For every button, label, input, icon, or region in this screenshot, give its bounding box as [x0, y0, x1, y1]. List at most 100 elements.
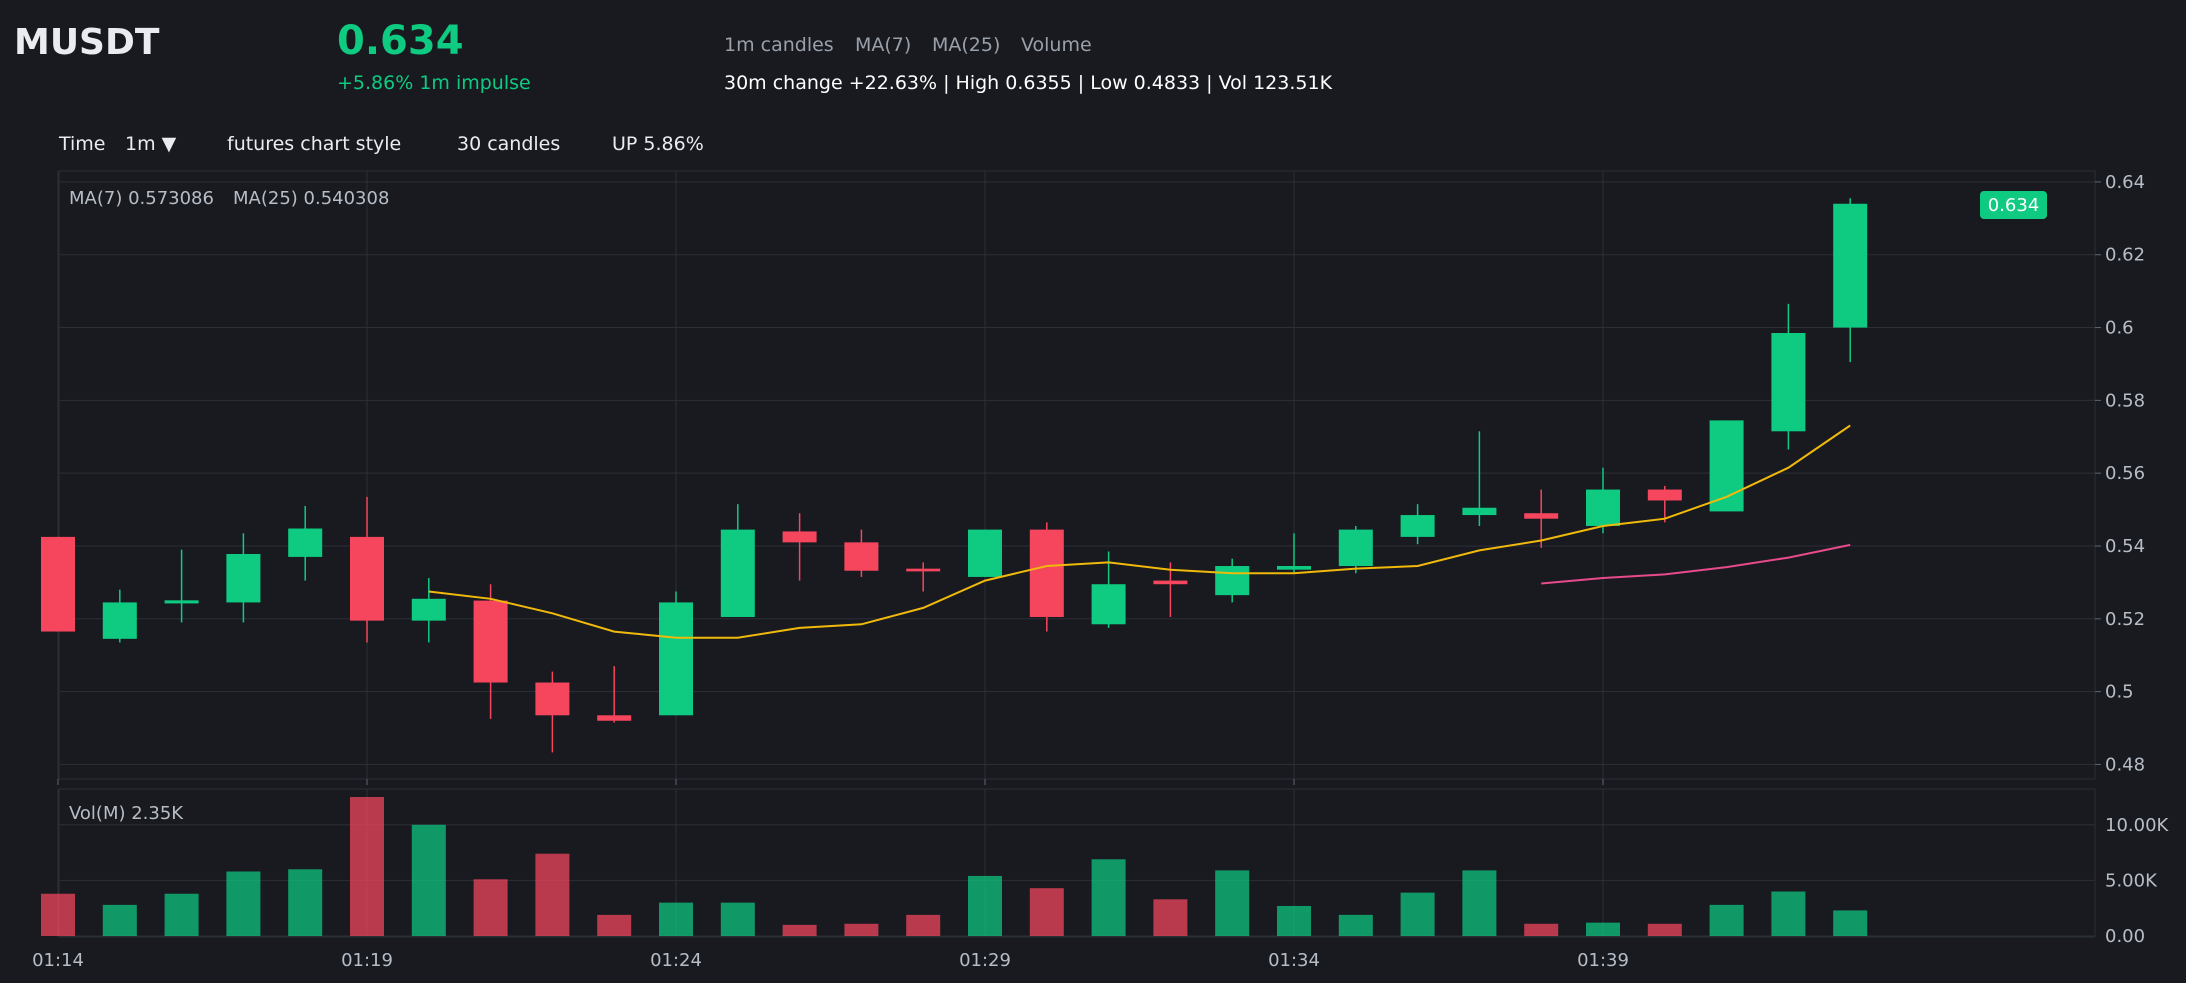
legend-volume: Volume	[1021, 34, 1092, 56]
x-tick-label: 01:19	[341, 950, 393, 971]
symbol-title: MUSDT	[14, 22, 160, 63]
candle-body	[288, 528, 323, 557]
chart-style-button[interactable]: futures chart style	[227, 133, 402, 155]
x-tick-label: 01:29	[959, 950, 1011, 971]
y-tick-label: 0.54	[2105, 536, 2145, 557]
volume-bar	[411, 824, 446, 936]
candle-body	[906, 568, 941, 572]
volume-bar	[1029, 888, 1064, 936]
volume-bar	[350, 797, 384, 936]
volume-bar	[1709, 904, 1744, 936]
legend-candles: 1m candles	[724, 34, 834, 56]
last-price-badge-label: 0.634	[1988, 195, 2040, 216]
candle-body	[1029, 529, 1064, 617]
volume-bar	[1586, 922, 1620, 936]
ma25-readout: MA(25) 0.540308	[233, 188, 389, 209]
volume-bar	[720, 902, 755, 936]
y-tick-label: 0.6	[2105, 318, 2134, 339]
ma7-line	[428, 424, 1851, 639]
candles-count-button[interactable]: 30 candles	[457, 133, 561, 155]
volume-bar	[473, 879, 508, 936]
y-tick-label: 0.62	[2105, 245, 2145, 266]
main-panel-frame	[58, 170, 2096, 780]
volume-bar	[1771, 891, 1806, 936]
impulse-change: +5.86% 1m impulse	[337, 72, 531, 94]
candle-body	[350, 536, 384, 621]
candle-body	[1833, 203, 1868, 328]
candle-body	[720, 529, 755, 617]
candle-body	[782, 531, 817, 543]
candle-body	[1091, 584, 1126, 625]
volume-bar	[1153, 899, 1188, 936]
time-label: Time	[59, 133, 106, 155]
candle-body	[164, 600, 199, 604]
volume-bar	[782, 924, 817, 936]
ma25-line	[1541, 543, 1851, 585]
x-tick-label: 01:24	[650, 950, 702, 971]
y-tick-label: 0.5	[2105, 682, 2134, 703]
y-tick-label: 0.64	[2105, 172, 2145, 193]
vol-tick-label: 0.00	[2105, 926, 2145, 947]
volume-bar	[288, 869, 323, 936]
volume-bar	[164, 893, 199, 936]
candle-body	[597, 715, 632, 721]
candle-body	[1586, 489, 1620, 526]
y-tick-label: 0.56	[2105, 463, 2145, 484]
candle-body	[411, 598, 446, 621]
volume-bar	[1524, 923, 1559, 936]
x-tick-label: 01:14	[32, 950, 84, 971]
candle-body	[1215, 566, 1250, 596]
volume-bar	[1400, 892, 1435, 936]
ma7-readout: MA(7) 0.573086	[69, 188, 214, 209]
candle-body	[1647, 489, 1682, 501]
candle-body	[1338, 529, 1373, 567]
volume-bar	[1215, 870, 1250, 936]
candle-body	[659, 602, 693, 716]
volume-bar	[1462, 870, 1497, 936]
candle-body	[1277, 566, 1311, 570]
volume-bar	[1833, 910, 1868, 936]
candle-body	[844, 542, 879, 571]
direction-badge[interactable]: UP 5.86%	[612, 133, 704, 155]
last-price: 0.634	[337, 18, 464, 64]
y-tick-label: 0.52	[2105, 609, 2145, 630]
candle-body	[473, 600, 508, 683]
volume-bar	[1338, 914, 1373, 936]
candle-body	[1462, 507, 1497, 516]
y-tick-label: 0.58	[2105, 390, 2145, 411]
legend-ma25: MA(25)	[932, 34, 1001, 56]
volume-bar	[1277, 905, 1311, 936]
candle-body	[226, 554, 261, 603]
volume-panel-frame	[58, 788, 2096, 938]
volume-readout: Vol(M) 2.35K	[69, 803, 184, 824]
volume-bar	[844, 923, 879, 936]
volume-bar	[968, 875, 1002, 936]
candle-body	[102, 602, 137, 639]
candle-body	[41, 536, 75, 632]
volume-bar	[41, 893, 75, 936]
volume-bar	[906, 914, 941, 936]
x-tick-label: 01:34	[1268, 950, 1320, 971]
stats-summary: 30m change +22.63% | High 0.6355 | Low 0…	[724, 72, 1333, 94]
volume-bar	[1091, 859, 1126, 936]
candle-body	[1153, 580, 1188, 585]
candle-body	[535, 682, 570, 716]
volume-bar	[659, 902, 693, 936]
volume-bar	[226, 871, 261, 936]
vol-tick-label: 5.00K	[2105, 870, 2158, 891]
last-price-badge	[1980, 191, 2047, 219]
interval-dropdown[interactable]: 1m ▼	[125, 133, 177, 155]
volume-bar	[597, 914, 632, 936]
legend-ma7: MA(7)	[855, 34, 912, 56]
volume-bar	[1647, 923, 1682, 936]
candle-body	[968, 529, 1002, 577]
x-tick-label: 01:39	[1577, 950, 1629, 971]
candle-body	[1400, 515, 1435, 537]
volume-bar	[102, 904, 137, 936]
volume-bar	[535, 853, 570, 936]
vol-tick-label: 10.00K	[2105, 815, 2170, 836]
candle-body	[1524, 513, 1559, 519]
y-tick-label: 0.48	[2105, 754, 2145, 775]
candle-body	[1771, 333, 1806, 432]
